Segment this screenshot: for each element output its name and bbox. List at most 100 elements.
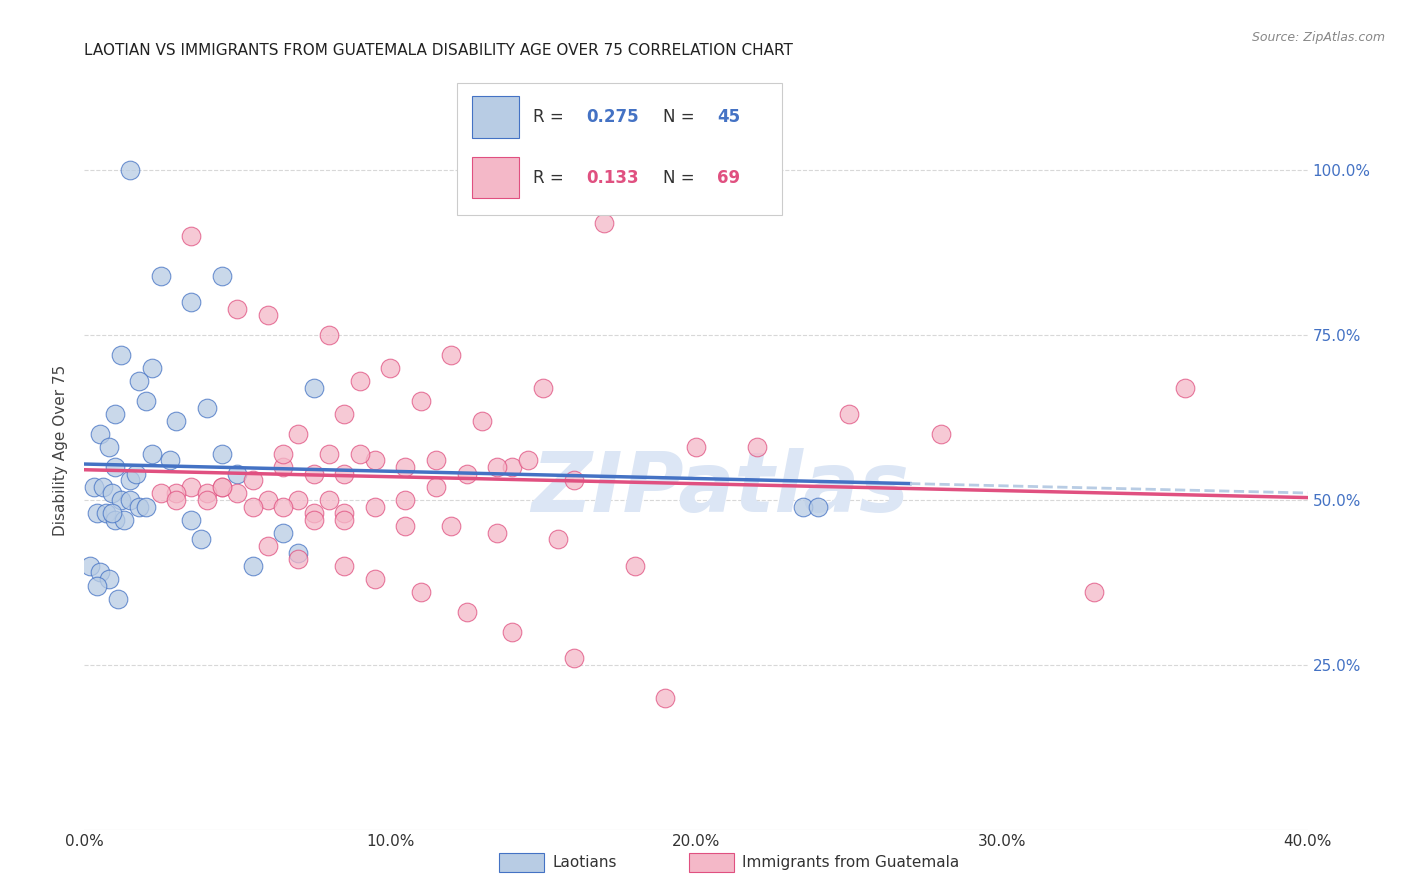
Point	[257, 539, 280, 553]
Point	[333, 513, 356, 527]
FancyBboxPatch shape	[457, 83, 782, 216]
Point	[838, 407, 860, 421]
Point	[211, 480, 233, 494]
Point	[471, 414, 494, 428]
Point	[128, 374, 150, 388]
Point	[104, 459, 127, 474]
Point	[180, 480, 202, 494]
Point	[685, 440, 707, 454]
Point	[165, 492, 187, 507]
Point	[562, 651, 585, 665]
Point	[287, 427, 309, 442]
Point	[159, 453, 181, 467]
Point	[486, 459, 509, 474]
Point	[89, 427, 111, 442]
Point	[141, 447, 163, 461]
Point	[180, 229, 202, 244]
Point	[425, 453, 447, 467]
Text: R =: R =	[533, 169, 569, 186]
Point	[149, 268, 172, 283]
Point	[380, 361, 402, 376]
Point	[195, 401, 218, 415]
Point	[807, 500, 830, 514]
Point	[120, 163, 142, 178]
Point	[333, 506, 356, 520]
Point	[257, 492, 280, 507]
Point	[624, 558, 647, 573]
Point	[333, 407, 356, 421]
Text: 0.275: 0.275	[586, 108, 638, 126]
Point	[83, 480, 105, 494]
Point	[107, 591, 129, 606]
Point	[409, 394, 432, 409]
Point	[190, 533, 212, 547]
Point	[287, 552, 309, 566]
Text: 69: 69	[717, 169, 740, 186]
Point	[165, 414, 187, 428]
Point	[211, 268, 233, 283]
Point	[141, 361, 163, 376]
Text: LAOTIAN VS IMMIGRANTS FROM GUATEMALA DISABILITY AGE OVER 75 CORRELATION CHART: LAOTIAN VS IMMIGRANTS FROM GUATEMALA DIS…	[84, 43, 793, 58]
Point	[91, 480, 114, 494]
Point	[302, 467, 325, 481]
Point	[1174, 381, 1197, 395]
Point	[211, 447, 233, 461]
Point	[516, 453, 538, 467]
Point	[101, 506, 124, 520]
Point	[333, 558, 356, 573]
Point	[271, 447, 294, 461]
Point	[349, 447, 371, 461]
Text: 0.133: 0.133	[586, 169, 638, 186]
Text: ZIPatlas: ZIPatlas	[531, 448, 910, 529]
Point	[94, 506, 117, 520]
Point	[120, 492, 142, 507]
Point	[101, 486, 124, 500]
Point	[456, 467, 478, 481]
Point	[242, 558, 264, 573]
Point	[211, 480, 233, 494]
Point	[1083, 585, 1105, 599]
Point	[502, 624, 524, 639]
Point	[226, 467, 249, 481]
Point	[409, 585, 432, 599]
Point	[562, 473, 585, 487]
Point	[110, 492, 132, 507]
Point	[318, 447, 340, 461]
Point	[180, 295, 202, 310]
Point	[125, 467, 148, 481]
Point	[287, 546, 309, 560]
Point	[104, 407, 127, 421]
Point	[531, 381, 554, 395]
Text: N =: N =	[664, 108, 700, 126]
Point	[110, 348, 132, 362]
Point	[165, 486, 187, 500]
Point	[86, 579, 108, 593]
Point	[97, 572, 120, 586]
Point	[302, 506, 325, 520]
Point	[349, 374, 371, 388]
Point	[242, 500, 264, 514]
Point	[456, 605, 478, 619]
Point	[318, 492, 340, 507]
Point	[302, 381, 325, 395]
Text: Source: ZipAtlas.com: Source: ZipAtlas.com	[1251, 31, 1385, 45]
Point	[394, 459, 416, 474]
Point	[89, 566, 111, 580]
Point	[226, 301, 249, 316]
Point	[97, 440, 120, 454]
Point	[440, 519, 463, 533]
Point	[747, 440, 769, 454]
Point	[394, 519, 416, 533]
Point	[120, 473, 142, 487]
Point	[364, 453, 387, 467]
Point	[86, 506, 108, 520]
Text: Immigrants from Guatemala: Immigrants from Guatemala	[742, 855, 960, 870]
Text: N =: N =	[664, 169, 700, 186]
Point	[271, 459, 294, 474]
Y-axis label: Disability Age Over 75: Disability Age Over 75	[53, 365, 69, 536]
Point	[333, 467, 356, 481]
Point	[486, 525, 509, 540]
Point	[302, 513, 325, 527]
Point	[226, 486, 249, 500]
Point	[792, 500, 814, 514]
